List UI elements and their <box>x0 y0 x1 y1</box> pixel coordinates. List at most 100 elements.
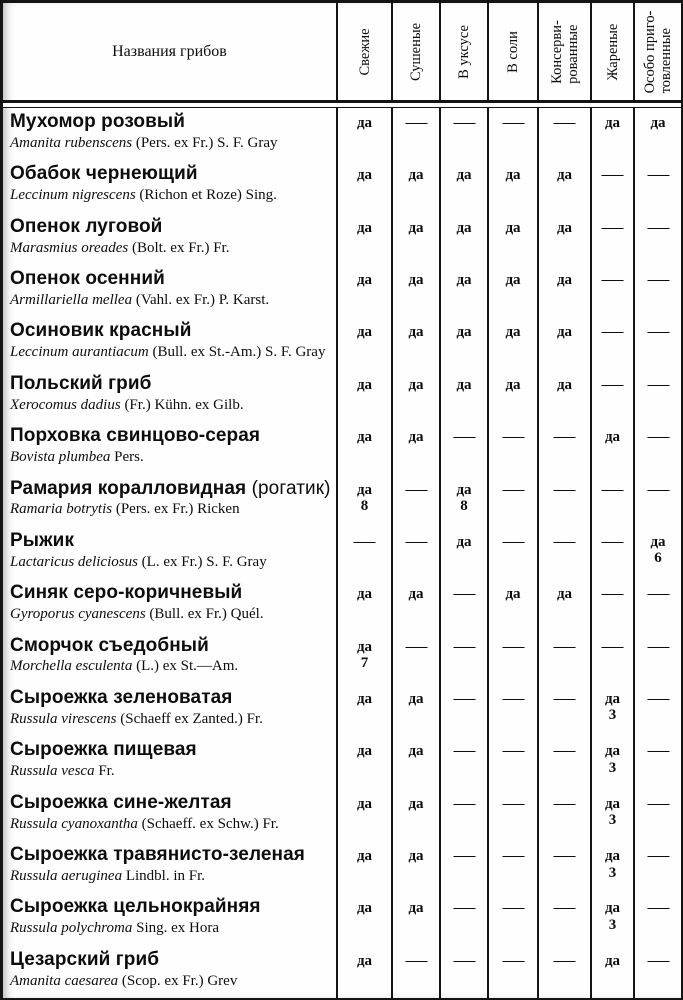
table-row: Сыроежка сине-желтая Russula cyanoxantha… <box>3 788 681 842</box>
mushroom-name-russian: Сыроежка цельнокрайняя <box>10 896 261 918</box>
value-cell: — <box>592 317 635 370</box>
value-cell: да <box>489 212 539 266</box>
table-row: Обабок чернеющий Leccinum nigrescens (Ri… <box>3 160 681 213</box>
value-cell: — <box>539 108 592 161</box>
value-cell: — <box>539 474 592 527</box>
value-cell: — <box>393 945 441 999</box>
value-cell: да <box>489 369 539 423</box>
value-cell: — <box>441 788 489 842</box>
value-cell: да <box>338 369 393 423</box>
value-cell: да <box>393 317 441 370</box>
mushroom-name-cell: Сыроежка травянисто-зеленая Russula aeru… <box>3 841 338 894</box>
mushroom-name-latin: Russula polychroma Sing. ex Hora <box>10 920 220 937</box>
value-cell: да <box>393 579 441 632</box>
value-cell: да <box>539 265 592 318</box>
table-row: Осиновик красный Leccinum aurantiacum (B… <box>3 317 681 370</box>
value-cell: — <box>393 526 441 580</box>
table-header-row: Названия грибов Свежие Сушеные В уксусе … <box>3 3 681 100</box>
column-header-cell: В уксусе <box>441 3 489 100</box>
mushroom-name-latin: Armillariella mellea (Vahl. ex Fr.) P. K… <box>10 291 270 308</box>
value-cell: — <box>647 272 669 289</box>
value-cell: да <box>338 788 393 842</box>
mushroom-name-cell: Опенок осенний Armillariella mellea (Vah… <box>3 265 338 318</box>
table-row: Сморчок съедобный Morchella esculenta (L… <box>3 631 681 684</box>
table-row: Опенок осенний Armillariella mellea (Vah… <box>3 265 681 318</box>
mushroom-name-russian: Порховка свинцово-серая <box>10 425 261 447</box>
value-cell: — <box>441 945 489 999</box>
value-cell: — <box>647 795 669 812</box>
value-cell: — <box>489 945 539 999</box>
mushroom-name-latin: Lactaricus deliciosus (L. ex Fr.) S. F. … <box>10 553 267 570</box>
value-cell: да <box>338 945 393 999</box>
value-cell: да <box>338 160 393 213</box>
value-cell: — <box>647 481 669 498</box>
value-cell: да <box>650 115 666 131</box>
mushroom-name-cell: Польский гриб Xerocomus dadius (Fr.) Küh… <box>3 369 338 423</box>
mushroom-name-cell: Сыроежка сине-желтая Russula cyanoxantha… <box>3 788 338 842</box>
mushroom-name-cell: Осиновик красный Leccinum aurantiacum (B… <box>3 317 338 370</box>
value-cell: да <box>393 212 441 266</box>
mushroom-name-russian: Сыроежка пищевая <box>10 739 197 761</box>
value-cell: да <box>338 422 393 475</box>
value-cell: — <box>647 952 669 969</box>
value-cell: — <box>592 526 635 580</box>
value-cell: да <box>441 160 489 213</box>
value-cell: — <box>539 683 592 737</box>
value-cell: да <box>393 265 441 318</box>
value-cell: да <box>441 317 489 370</box>
value-cell: да <box>441 212 489 266</box>
value-cell: — <box>539 893 592 946</box>
value-cell: да 3 <box>592 736 635 789</box>
value-cell: да <box>393 788 441 842</box>
mushroom-name-latin: Russula cyanoxantha (Schaeff. ex Schw.) … <box>10 815 279 832</box>
value-cell: да 8 <box>338 474 393 527</box>
value-cell: — <box>489 631 539 684</box>
mushroom-name-latin: Gyroporus cyanescens (Bull. ex Fr.) Quél… <box>10 606 264 623</box>
mushroom-name-cell: Порховка свинцово-серая Bovista plumbea … <box>3 422 338 475</box>
mushroom-name-russian: Рамария коралловидная (рогатик) <box>10 477 331 499</box>
value-cell: да <box>592 945 635 999</box>
value-cell: — <box>441 108 489 161</box>
value-cell: да <box>338 893 393 946</box>
table-row: Синяк серо-коричневый Gyroporus cyanesce… <box>3 579 681 632</box>
value-cell: да <box>441 265 489 318</box>
mushroom-name-cell: Мухомор розовый Amanita rubenscens (Pers… <box>3 108 338 161</box>
value-cell: да <box>539 317 592 370</box>
column-header-label: Консерви- рованные <box>548 19 581 84</box>
column-header-label: Жареные <box>604 23 621 80</box>
mushroom-name-russian: Польский гриб <box>10 372 152 394</box>
value-cell: — <box>647 167 669 184</box>
value-cell: да <box>393 841 441 894</box>
value-cell: — <box>647 638 669 655</box>
value-cell: — <box>592 631 635 684</box>
value-cell: — <box>592 265 635 318</box>
value-cell: да <box>489 317 539 370</box>
mushroom-name-cell: Опенок луговой Marasmius oreades (Bolt. … <box>3 212 338 266</box>
table-row: Рыжик Lactaricus deliciosus (L. ex Fr.) … <box>3 526 681 580</box>
mushroom-name-latin: Russula aeruginea Lindbl. in Fr. <box>10 867 206 884</box>
value-cell: — <box>489 474 539 527</box>
value-cell: — <box>647 900 669 917</box>
value-cell: — <box>489 736 539 789</box>
value-cell: — <box>592 212 635 266</box>
mushroom-name-russian: Рыжик <box>10 529 75 551</box>
mushroom-name-russian: Сыроежка зеленоватая <box>10 686 233 708</box>
value-cell: — <box>489 841 539 894</box>
mushroom-name-russian: Сыроежка травянисто-зеленая <box>10 844 305 866</box>
mushroom-name-latin: Morchella esculenta (L.) ex St.—Am. <box>10 658 239 675</box>
value-cell: да <box>592 422 635 475</box>
mushroom-name-latin: Xerocomus dadius (Fr.) Kühn. ex Gilb. <box>10 396 244 413</box>
value-cell: — <box>489 422 539 475</box>
table-row: Сыроежка зеленоватая Russula virescens (… <box>3 683 681 737</box>
value-cell: — <box>647 376 669 393</box>
mushroom-name-russian: Мухомор розовый <box>10 111 185 132</box>
mushroom-name-russian: Сыроежка сине-желтая <box>10 791 232 813</box>
mushroom-name-latin: Marasmius oreades (Bolt. ex Fr.) Fr. <box>10 239 230 256</box>
mushroom-name-cell: Цезарский гриб Amanita caesarea (Scop. e… <box>3 945 338 999</box>
mushroom-name-cell: Рыжик Lactaricus deliciosus (L. ex Fr.) … <box>3 526 338 580</box>
mushroom-name-cell: Сморчок съедобный Morchella esculenta (L… <box>3 631 338 684</box>
mushroom-name-latin: Amanita caesarea (Scop. ex Fr.) Grev <box>10 972 238 989</box>
value-cell: — <box>489 893 539 946</box>
column-header-label: В уксусе <box>455 24 472 79</box>
value-cell: да <box>539 579 592 632</box>
